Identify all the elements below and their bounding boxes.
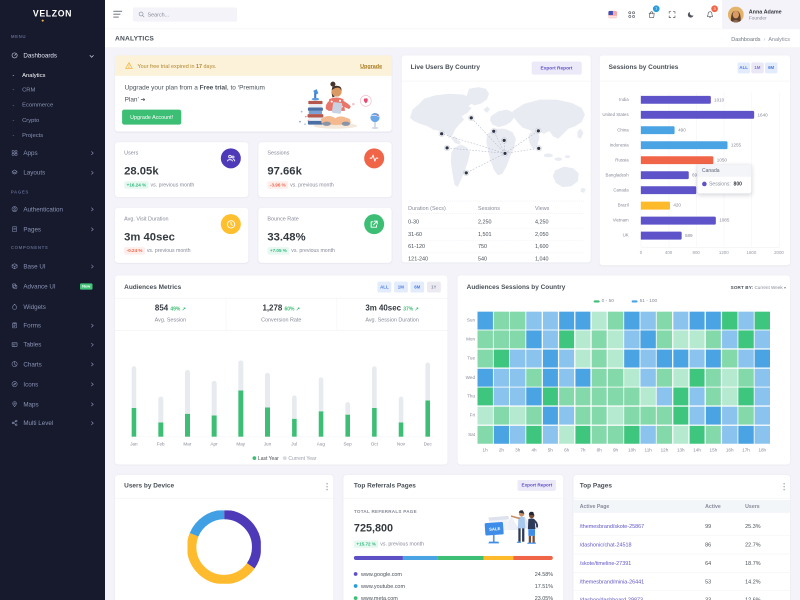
svg-text:SALE: SALE xyxy=(489,526,501,532)
